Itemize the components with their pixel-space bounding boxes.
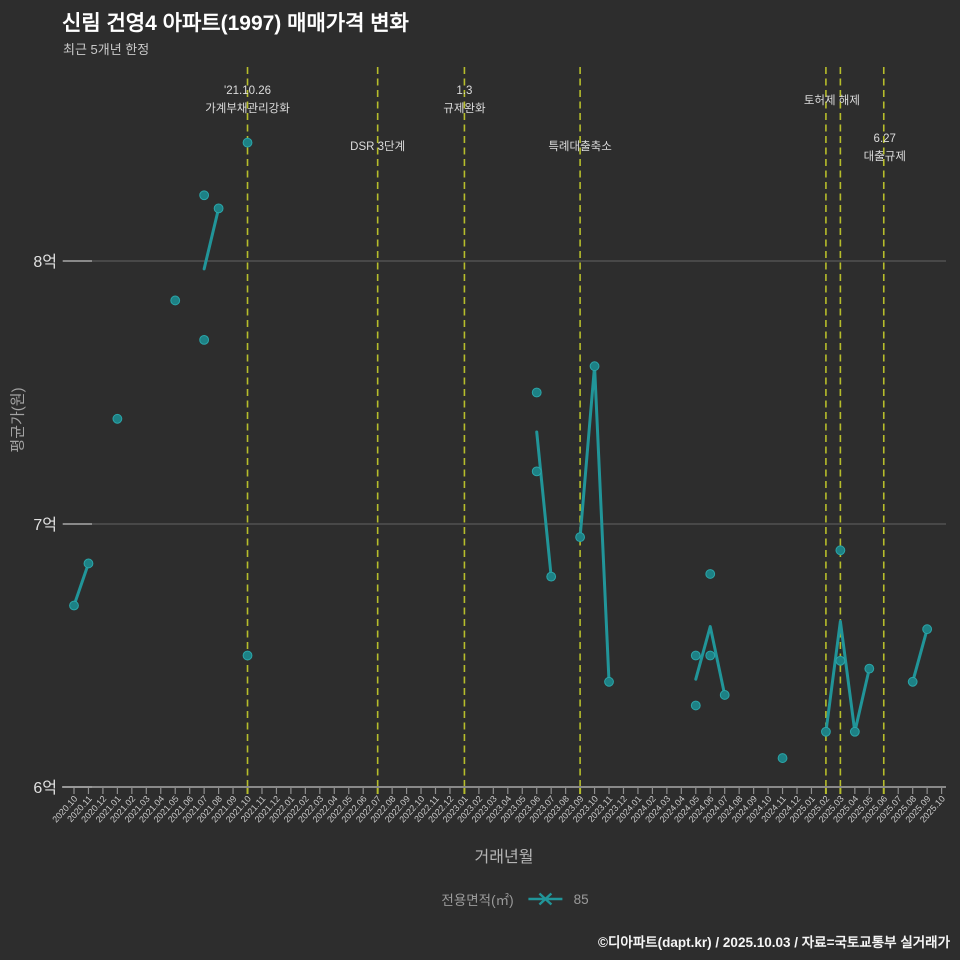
transaction-dot-2021.07[interactable] [199,190,210,201]
transaction-dot-2023.07[interactable] [546,571,557,582]
legend-item-label: 85 [573,891,589,907]
transaction-dot-2023.06[interactable] [531,466,542,477]
transaction-dot-2025.04[interactable] [849,726,860,737]
transaction-dot-2020.11[interactable] [83,558,94,569]
transaction-dot-2025.02[interactable] [821,726,831,737]
transaction-dot-2024.05[interactable] [690,700,701,711]
copyright-source-footer: ©디아파트(dapt.kr) / 2025.10.03 / 자료=국토교통부 실… [598,935,950,950]
transaction-dot-2024.06[interactable] [705,569,716,579]
price-chart-canvas: 6억7억8억2020.102020.112020.122021.012021.0… [33,67,947,825]
transaction-dot-2024.07[interactable] [719,690,730,700]
transaction-dot-2020.10[interactable] [69,600,79,611]
legend-group-title: 전용면적(㎡) [441,893,514,908]
event-annotation: DSR 3단계 [350,141,406,153]
transaction-dot-2021.07[interactable] [199,335,210,345]
transaction-dot-2021.10[interactable] [242,650,253,661]
avg-price-line [202,206,221,271]
y-tick-label: 7억 [33,516,57,534]
transaction-dot-2023.11[interactable] [604,676,614,687]
x-axis-title: 거래년월 [474,849,534,866]
transaction-dot-2021.08[interactable] [213,203,224,214]
avg-price-line [911,627,929,684]
transaction-dot-2021.10[interactable] [242,137,253,148]
event-annotation: '21.10.26 가계부채관리강화 [205,85,290,115]
event-annotation: 6.27 대출규제 [863,133,906,163]
y-axis-title: 평균가(원) [9,387,27,453]
event-annotation: 특례대출축소 [548,141,612,153]
transaction-dot-2024.11[interactable] [777,753,788,763]
transaction-dot-2025.03[interactable] [835,655,846,666]
transaction-dot-2021.05[interactable] [170,295,181,306]
transaction-dot-2025.08[interactable] [907,676,918,687]
avg-price-line [72,561,90,608]
transaction-dot-2025.09[interactable] [922,624,933,635]
legend-item-area-85[interactable]: 85 [528,892,589,907]
transaction-dot-2023.06[interactable] [531,387,542,398]
legend: 전용면적(㎡) 85 [441,889,588,909]
transaction-dot-2023.10[interactable] [589,361,600,372]
transaction-dot-2025.05[interactable] [864,663,875,674]
transaction-dot-2021.01[interactable] [112,413,123,424]
event-annotation: 1.3 규제완화 [443,85,486,115]
legend-line-x-marker-icon [528,892,563,906]
page-title: 신림 건영4 아파트(1997) 매매가격 변화 [62,12,409,35]
transaction-dot-2025.03[interactable] [835,545,846,556]
event-annotation: 토허제 해제 [803,95,860,107]
avg-price-line [694,625,727,697]
page-subtitle: 최근 5개년 한정 [63,42,150,57]
y-tick-label: 6억 [33,779,57,797]
transaction-dot-2024.05[interactable] [690,650,701,661]
transaction-dot-2024.06[interactable] [705,650,716,661]
transaction-dot-2023.09[interactable] [575,532,585,543]
avg-price-line [824,619,871,734]
y-tick-label: 8억 [33,253,57,271]
avg-price-line [535,430,553,579]
